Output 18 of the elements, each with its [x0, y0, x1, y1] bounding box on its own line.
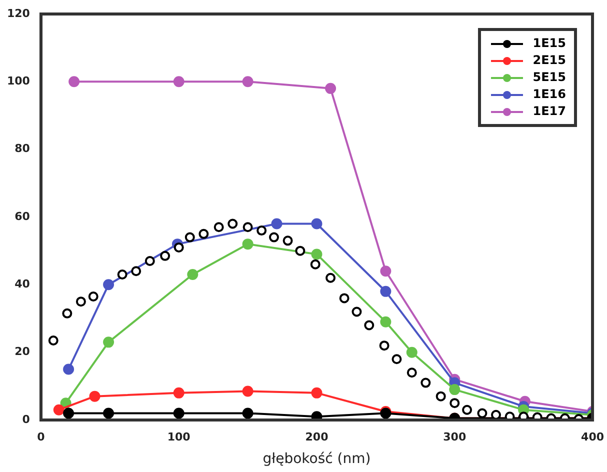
x-tick-label: 400	[581, 430, 604, 444]
x-tick-label: 0	[37, 430, 46, 444]
legend-label: 1E17	[532, 103, 566, 120]
y-tick-label: 0	[22, 412, 30, 426]
y-tick-label: 60	[14, 210, 30, 223]
x-axis-title: głębokość (nm)	[262, 451, 371, 468]
y-tick-label: 80	[14, 142, 30, 156]
x-tick-label: 200	[305, 430, 329, 444]
y-tick-label: 20	[14, 345, 30, 358]
y-tick-label: 40	[14, 278, 30, 291]
y-tick-label: 100	[6, 74, 30, 88]
x-tick-label: 100	[167, 430, 191, 444]
legend-label: 1E15	[532, 35, 566, 52]
legend-label: 5E15	[532, 69, 566, 86]
legend-label: 2E15	[532, 52, 566, 69]
x-tick-label: 300	[443, 430, 466, 444]
y-tick-label: 120	[6, 6, 30, 20]
legend-label: 1E16	[532, 86, 566, 103]
